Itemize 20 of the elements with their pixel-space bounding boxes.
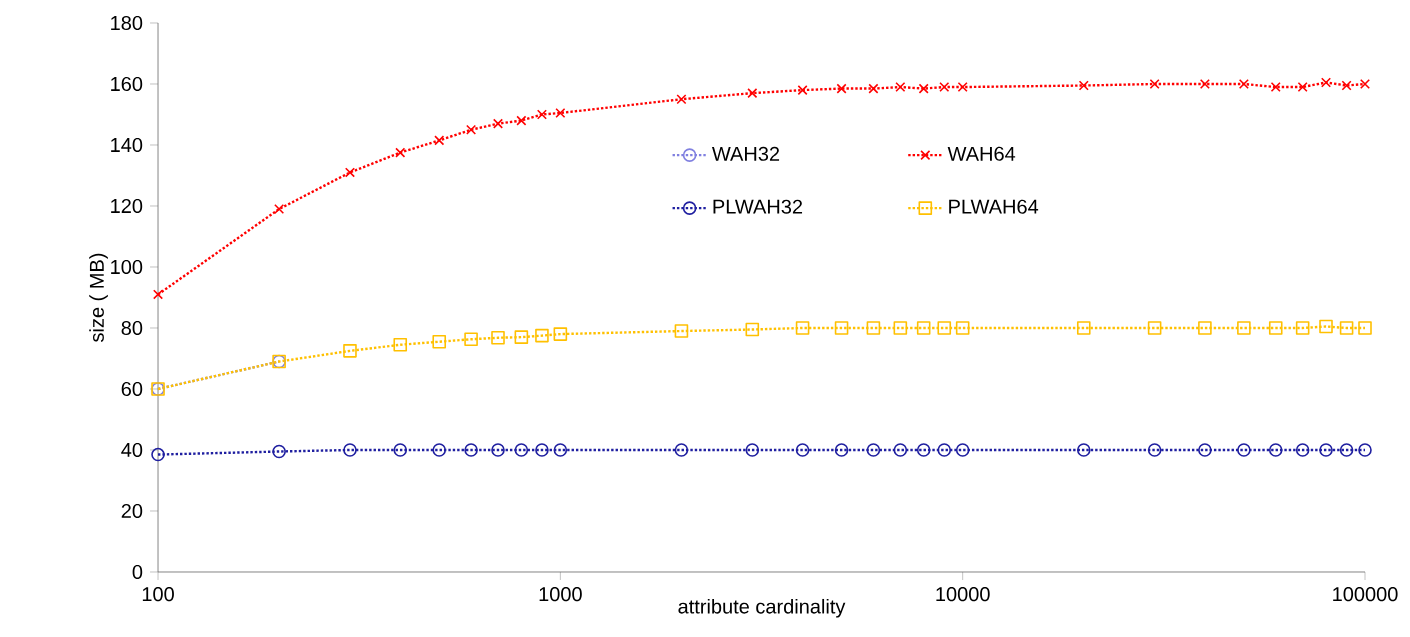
x-tick-label: 100 xyxy=(142,587,174,602)
y-tick-label: 0 xyxy=(132,564,143,580)
y-tick-label: 160 xyxy=(111,76,143,92)
y-tick-label: 60 xyxy=(121,381,143,397)
x-tick-label: 1000 xyxy=(539,587,582,602)
x-axis-title: attribute cardinality xyxy=(678,598,846,618)
legend-label: WAH32 xyxy=(711,146,780,161)
legend-label: PLWAH64 xyxy=(949,199,1039,214)
legend-label: WAH64 xyxy=(947,146,1016,161)
y-tick-label: 40 xyxy=(121,442,143,458)
y-axis-title: size ( MB) xyxy=(89,253,108,342)
y-tick-label: 100 xyxy=(111,259,143,275)
legend-label: PLWAH32 xyxy=(713,199,803,214)
y-tick-label: 20 xyxy=(121,503,143,519)
y-tick-label: 80 xyxy=(121,320,143,336)
y-tick-label: 120 xyxy=(111,198,143,214)
x-tick-label: 10000 xyxy=(936,587,990,602)
x-tick-label: 100000 xyxy=(1333,587,1398,602)
y-tick-label: 140 xyxy=(111,137,143,153)
y-tick-label: 180 xyxy=(111,15,143,31)
